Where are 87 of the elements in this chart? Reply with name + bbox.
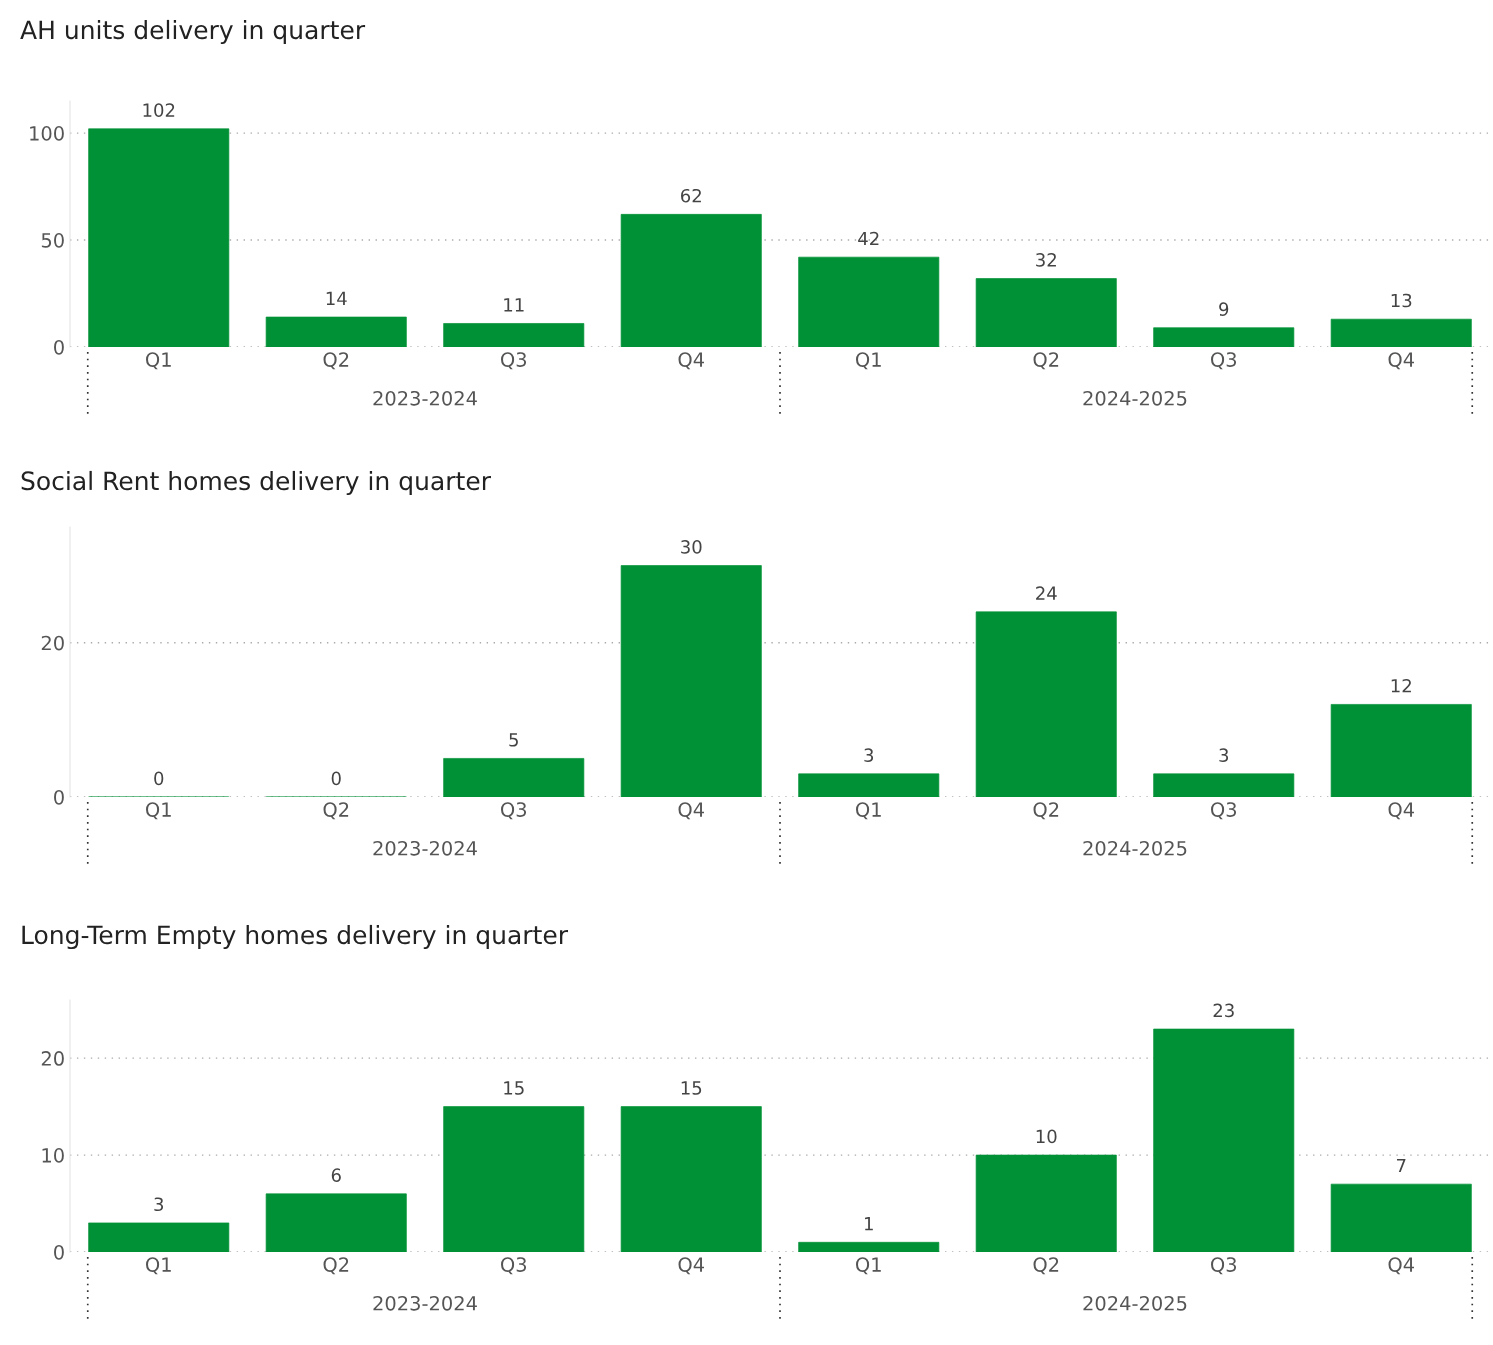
y-tick-label: 0 bbox=[54, 339, 64, 355]
x-tick-label: Q2 bbox=[1033, 802, 1059, 820]
data-label: 3 bbox=[154, 1197, 164, 1212]
text: 2023-2024 bbox=[373, 390, 477, 406]
bar bbox=[443, 323, 585, 347]
y-tick-label: 100 bbox=[30, 126, 64, 141]
data-label: 15 bbox=[681, 1081, 702, 1095]
bar bbox=[88, 1222, 230, 1252]
data-label: 62 bbox=[681, 188, 701, 203]
bar bbox=[975, 611, 1117, 797]
x-tick-label: Q2 bbox=[323, 1257, 349, 1275]
y-tick-label: 0 bbox=[54, 789, 64, 805]
data-label: 23 bbox=[1213, 1003, 1234, 1018]
bar bbox=[443, 1106, 585, 1252]
y-tick-label: 20 bbox=[41, 1051, 64, 1066]
bar bbox=[975, 1154, 1117, 1252]
data-label: 13 bbox=[1391, 293, 1412, 308]
data-label: 1 bbox=[864, 1217, 873, 1231]
x-tick-label: Q2 bbox=[323, 802, 349, 820]
x-tick-label: Q3 bbox=[1211, 1257, 1237, 1275]
data-label: 42 bbox=[858, 231, 879, 246]
x-tick-label: Q3 bbox=[501, 802, 527, 820]
bar bbox=[1330, 1183, 1472, 1252]
data-label: 102 bbox=[143, 103, 175, 117]
x-tick-label: Q4 bbox=[678, 352, 704, 370]
bar bbox=[620, 214, 762, 347]
x-tick-label: Q1 bbox=[856, 1257, 881, 1275]
y-tick-label: 10 bbox=[42, 1148, 64, 1163]
bar bbox=[1153, 327, 1295, 347]
bar bbox=[620, 1106, 762, 1252]
chart-title: Social Rent homes delivery in quarter bbox=[21, 470, 491, 496]
data-label: 30 bbox=[681, 540, 702, 554]
text: 2024-2025 bbox=[1083, 390, 1187, 406]
y-tick-label: 0 bbox=[54, 1244, 64, 1260]
x-tick-label: Q2 bbox=[1033, 352, 1059, 370]
x-tick-label: Q1 bbox=[856, 802, 881, 820]
data-label: 10 bbox=[1036, 1129, 1057, 1144]
x-tick-label: Q4 bbox=[1388, 1257, 1414, 1275]
x-tick-label: Q1 bbox=[146, 802, 171, 820]
x-tick-label: Q4 bbox=[1388, 352, 1414, 370]
x-tick-label: Q2 bbox=[323, 352, 349, 370]
x-tick-label: Q4 bbox=[678, 1257, 704, 1275]
bar bbox=[1330, 704, 1472, 797]
data-label: 14 bbox=[326, 291, 347, 305]
text: 2024-2025 bbox=[1083, 840, 1187, 856]
x-tick-label: Q3 bbox=[1211, 352, 1237, 370]
bar bbox=[88, 128, 230, 347]
x-tick-label: Q4 bbox=[678, 802, 704, 820]
x-tick-label: Q3 bbox=[501, 1257, 527, 1275]
x-tick-label: Q1 bbox=[856, 352, 881, 370]
data-label: 24 bbox=[1036, 586, 1057, 600]
data-label: 6 bbox=[331, 1168, 341, 1183]
data-label: 15 bbox=[504, 1081, 524, 1095]
x-tick-label: Q2 bbox=[1033, 1257, 1059, 1275]
data-label: 5 bbox=[509, 733, 518, 747]
bar bbox=[1330, 318, 1472, 347]
chart-title: Long-Term Empty homes delivery in quarter bbox=[22, 924, 569, 950]
bar bbox=[1153, 773, 1295, 797]
x-tick-label: Q3 bbox=[501, 352, 527, 370]
data-label: 0 bbox=[154, 771, 164, 786]
data-label: 3 bbox=[864, 748, 874, 763]
bar bbox=[620, 565, 762, 797]
bar bbox=[1153, 1028, 1295, 1252]
text: 2023-2024 bbox=[373, 1295, 477, 1311]
data-label: 12 bbox=[1391, 678, 1411, 693]
bar bbox=[265, 1193, 407, 1252]
y-tick-label: 20 bbox=[41, 635, 64, 651]
data-label: 32 bbox=[1036, 253, 1056, 267]
bar bbox=[798, 256, 940, 347]
x-tick-label: Q1 bbox=[146, 1257, 171, 1275]
x-tick-label: Q1 bbox=[146, 352, 171, 370]
bar bbox=[265, 316, 407, 347]
x-tick-label: Q4 bbox=[1388, 802, 1414, 820]
bar bbox=[798, 1241, 940, 1252]
y-tick-label: 50 bbox=[41, 233, 64, 248]
bar bbox=[798, 773, 940, 797]
data-label: 9 bbox=[1219, 302, 1229, 316]
x-tick-label: Q3 bbox=[1211, 802, 1237, 820]
text: 2024-2025 bbox=[1083, 1295, 1187, 1311]
data-label: 11 bbox=[504, 298, 524, 312]
data-label: 0 bbox=[331, 771, 341, 786]
bar bbox=[975, 278, 1117, 347]
data-label: 7 bbox=[1396, 1158, 1406, 1173]
bar bbox=[443, 758, 585, 797]
data-label: 3 bbox=[1219, 748, 1229, 763]
text: 2023-2024 bbox=[373, 840, 477, 856]
chart-title: AH units delivery in quarter bbox=[20, 19, 366, 45]
